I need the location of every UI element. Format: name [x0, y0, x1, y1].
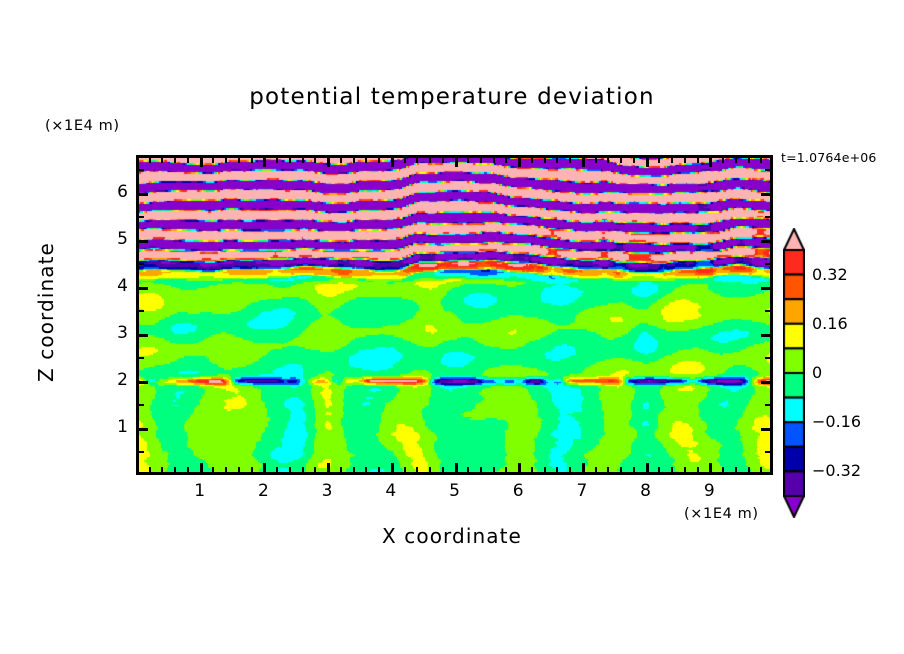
- x-axis-title: X coordinate: [382, 524, 522, 548]
- contour-field: [136, 155, 773, 475]
- colorbar-tick-label: −0.32: [812, 461, 862, 481]
- y-tick-label: 1: [117, 416, 128, 437]
- y-tick-label: 4: [117, 275, 128, 296]
- colorbar-tick-label: 0.32: [812, 264, 848, 284]
- x-tick-label: 4: [385, 481, 397, 501]
- y-axis-unit-label: (×1E4 m): [45, 118, 120, 134]
- y-tick-label: 6: [117, 181, 128, 202]
- x-axis-unit-label: (×1E4 m): [684, 506, 759, 522]
- colorbar-gradient: [783, 228, 805, 518]
- colorbar-tick-label: 0.16: [812, 313, 848, 333]
- x-tick-label: 1: [194, 481, 206, 501]
- x-tick-label: 8: [640, 481, 651, 501]
- contour-plot-area: [136, 155, 773, 475]
- y-axis-title: Z coordinate: [34, 242, 58, 382]
- y-tick-label: 2: [117, 369, 128, 390]
- x-tick-label: 7: [576, 481, 588, 501]
- x-tick-label: 9: [703, 481, 715, 501]
- colorbar-tick-label: −0.16: [812, 412, 862, 432]
- x-tick-label: 2: [257, 481, 269, 501]
- y-tick-label: 3: [117, 322, 128, 343]
- x-tick-label: 6: [512, 481, 524, 501]
- colorbar-tick-label: 0: [812, 363, 823, 382]
- y-tick-label: 5: [117, 228, 128, 249]
- page-title: potential temperature deviation: [249, 84, 655, 110]
- x-tick-label: 3: [321, 481, 333, 501]
- x-tick-label: 5: [449, 481, 460, 501]
- time-annotation: t=1.0764e+06: [781, 150, 877, 165]
- colorbar: [783, 228, 805, 518]
